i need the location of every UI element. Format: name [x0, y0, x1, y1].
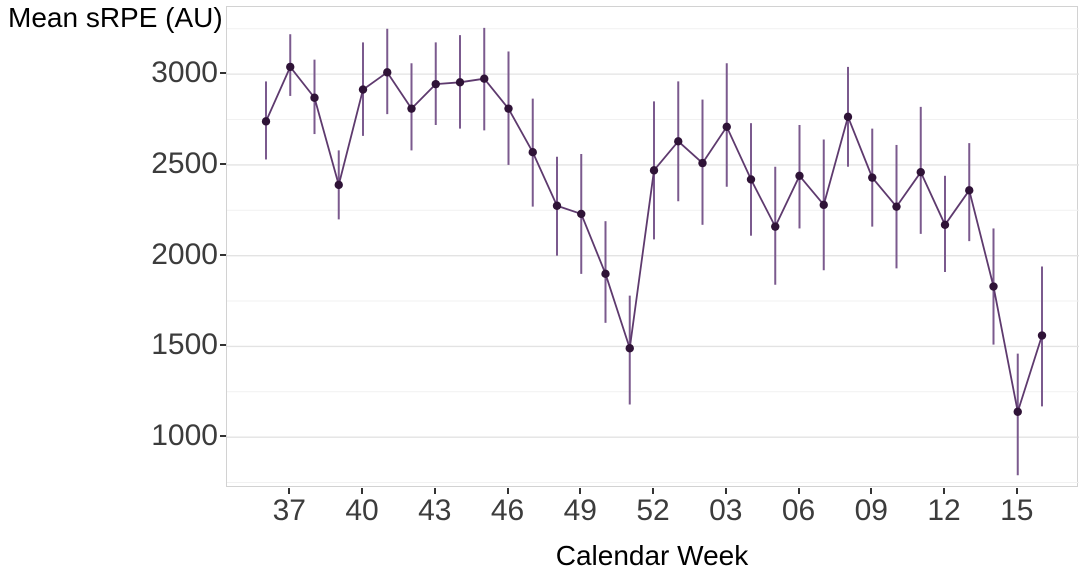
x-tick-label: 15 — [1000, 494, 1034, 527]
y-tick-label: 1000 — [151, 419, 218, 453]
data-point — [746, 175, 756, 184]
data-point — [1037, 331, 1047, 340]
data-point — [504, 104, 513, 113]
y-tick-mark — [220, 435, 226, 438]
data-point — [698, 158, 707, 168]
data-point — [334, 180, 343, 190]
data-point — [674, 137, 683, 146]
x-tick-label: 37 — [272, 494, 306, 527]
x-tick-label: 52 — [636, 494, 670, 527]
x-tick-mark — [943, 488, 945, 494]
data-point — [892, 202, 901, 211]
data-point — [455, 78, 465, 87]
data-point — [771, 222, 780, 231]
y-tick-label: 3000 — [151, 56, 218, 90]
data-point — [601, 269, 610, 279]
data-point — [649, 166, 659, 175]
data-point — [795, 171, 804, 181]
x-tick-mark — [506, 488, 509, 494]
data-point — [310, 93, 319, 102]
x-tick-mark — [361, 488, 363, 494]
y-axis-title: Mean sRPE (AU) — [8, 2, 223, 33]
data-point — [625, 344, 634, 353]
x-tick-mark — [579, 488, 582, 494]
y-tick-mark — [220, 344, 226, 347]
plot-panel — [226, 6, 1079, 487]
data-point — [358, 85, 368, 94]
y-tick-label: 2000 — [151, 237, 218, 271]
x-tick-mark — [433, 488, 436, 494]
data-point — [407, 104, 416, 113]
data-point — [261, 117, 271, 126]
data-point — [528, 148, 537, 157]
data-point — [480, 74, 489, 83]
plot-canvas — [227, 27, 1079, 484]
data-point — [286, 62, 295, 72]
x-tick-label: 46 — [490, 494, 525, 527]
y-tick-mark — [220, 162, 226, 165]
data-point — [383, 68, 392, 77]
y-tick-mark — [220, 72, 226, 75]
y-tick-mark — [220, 253, 226, 256]
data-point — [843, 112, 853, 122]
data-point — [552, 201, 562, 210]
x-tick-mark — [652, 488, 654, 494]
x-axis-title: Calendar Week — [555, 540, 749, 571]
data-point — [819, 200, 828, 210]
x-tick-label: 09 — [854, 494, 888, 527]
data-point — [965, 186, 974, 195]
data-point — [940, 220, 950, 230]
x-tick-mark — [1015, 488, 1018, 494]
x-tick-label: 40 — [345, 494, 379, 527]
x-tick-mark — [724, 488, 727, 494]
data-point — [431, 79, 440, 89]
data-point — [868, 173, 877, 182]
y-tick-label: 2500 — [151, 146, 218, 180]
x-tick-mark — [797, 488, 800, 494]
x-tick-label: 49 — [563, 494, 597, 527]
data-point — [916, 167, 925, 177]
x-tick-mark — [870, 488, 873, 494]
x-tick-label: 06 — [781, 494, 816, 527]
data-point — [722, 122, 731, 131]
x-tick-label: 12 — [927, 494, 961, 527]
y-tick-label: 1500 — [151, 328, 218, 362]
x-tick-mark — [288, 488, 291, 494]
data-point — [577, 209, 586, 219]
data-point — [1013, 407, 1022, 416]
x-tick-label: 03 — [709, 494, 743, 527]
x-tick-label: 43 — [418, 494, 452, 527]
data-point — [989, 282, 998, 291]
